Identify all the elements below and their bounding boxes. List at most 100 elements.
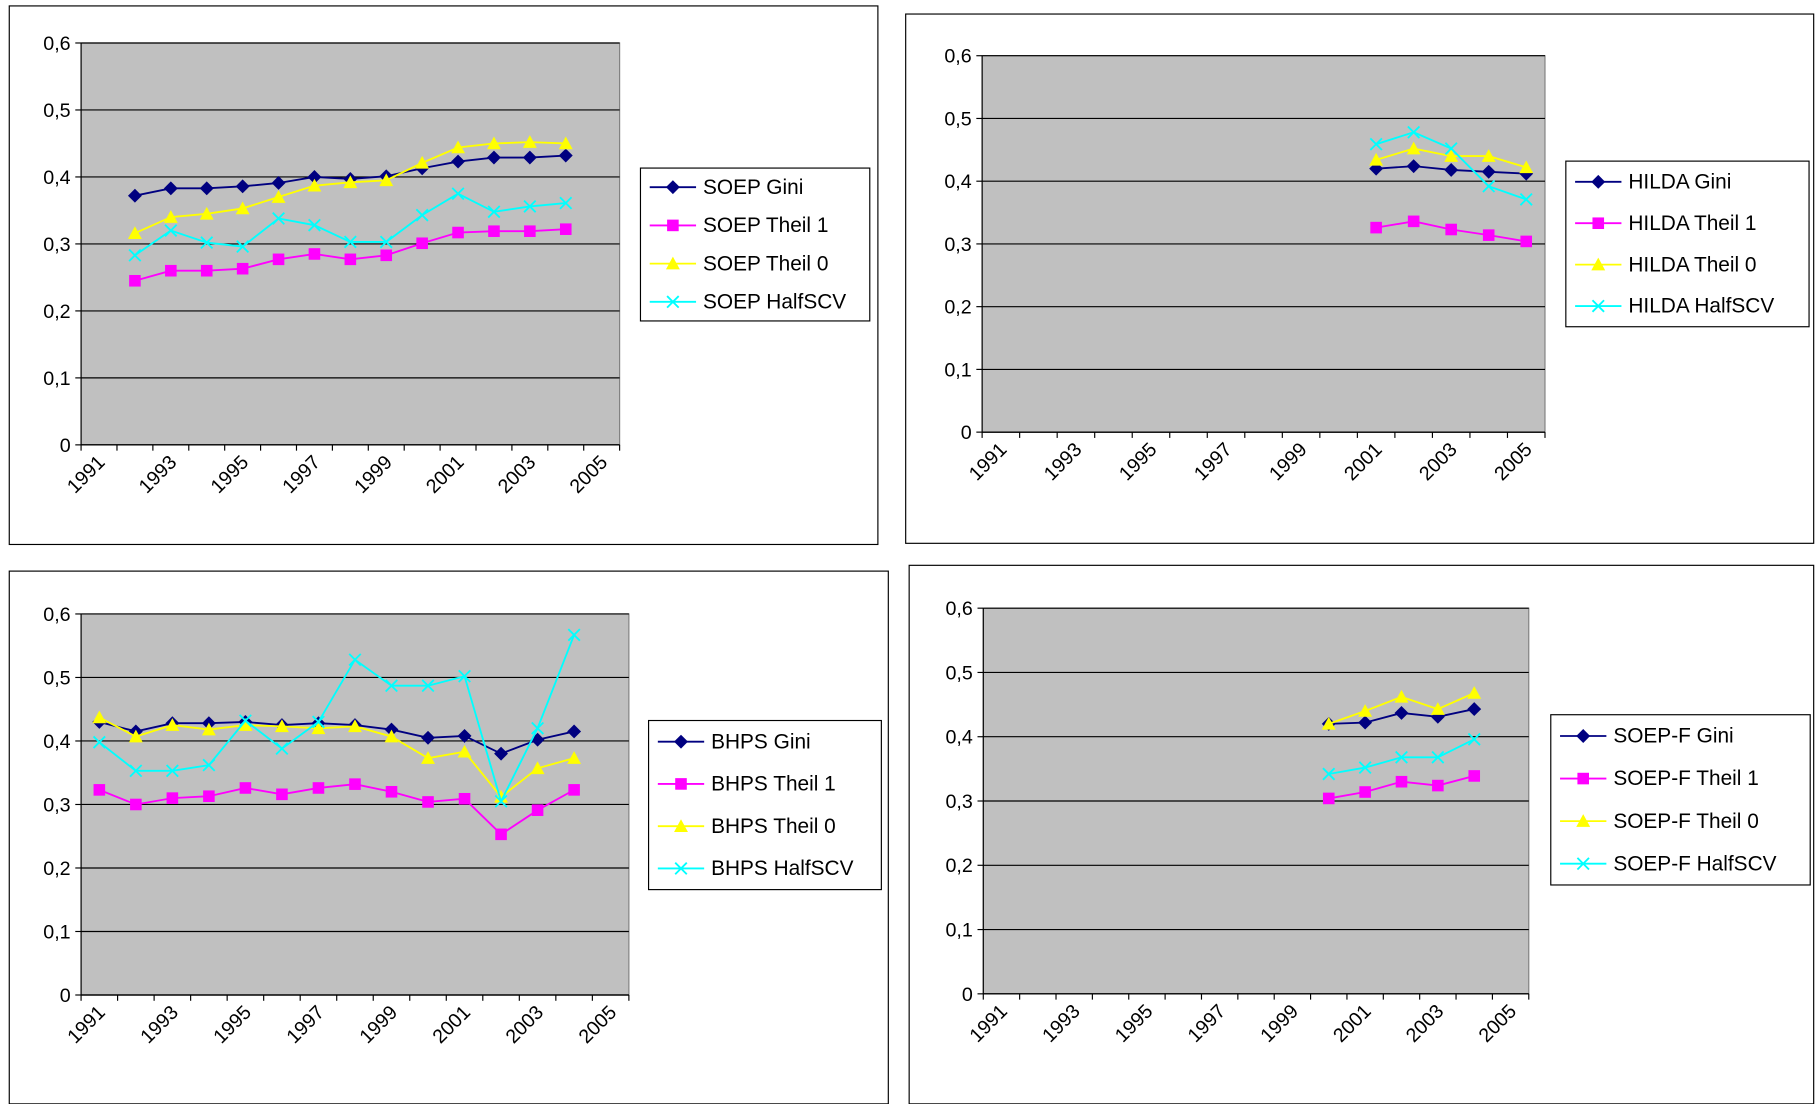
marker (1576, 857, 1590, 871)
marker (494, 789, 509, 803)
y-tick-label: 0,1 (43, 368, 70, 390)
legend-label: SOEP-F Theil 1 (1613, 767, 1758, 790)
marker (1482, 229, 1495, 241)
marker (1481, 149, 1496, 162)
marker (311, 721, 326, 735)
y-tick-label: 0,6 (944, 46, 971, 68)
marker (165, 764, 179, 778)
marker (1445, 223, 1457, 236)
marker (385, 679, 398, 693)
marker (1394, 705, 1409, 720)
legend-label: HILDA Theil 0 (1628, 253, 1756, 276)
legend-label: SOEP-F Gini (1613, 725, 1733, 748)
legend-box (647, 719, 882, 891)
marker (201, 722, 216, 736)
marker (380, 249, 393, 262)
marker (163, 181, 178, 196)
marker (127, 226, 142, 240)
legend-label: HILDA Gini (1628, 170, 1731, 193)
marker (200, 236, 214, 250)
marker (487, 136, 501, 150)
marker (1481, 164, 1496, 179)
marker (665, 256, 680, 270)
marker (567, 628, 581, 642)
marker (1369, 137, 1383, 151)
marker (523, 199, 537, 213)
y-tick-label: 0 (961, 422, 972, 444)
marker (531, 804, 544, 816)
legend-label: BHPS Theil 0 (711, 815, 836, 838)
marker (1358, 704, 1373, 717)
marker (199, 206, 214, 220)
marker (421, 751, 435, 764)
marker (276, 788, 288, 801)
marker (1432, 779, 1444, 792)
marker (92, 735, 106, 749)
marker (1395, 775, 1408, 788)
marker (308, 248, 321, 260)
marker (1406, 159, 1421, 174)
marker (271, 176, 286, 190)
y-tick-label: 0,2 (43, 858, 70, 880)
marker (384, 729, 399, 743)
marker (1431, 750, 1445, 764)
marker (558, 136, 573, 150)
marker (1358, 715, 1373, 730)
marker (675, 778, 687, 790)
y-tick-label: 0,6 (945, 598, 972, 620)
y-tick-label: 0,4 (945, 727, 972, 749)
marker (165, 264, 177, 277)
y-tick-label: 0,5 (43, 667, 70, 689)
marker (1577, 772, 1589, 785)
marker (1322, 792, 1335, 805)
marker (1358, 761, 1372, 775)
marker (1394, 689, 1409, 703)
marker (1520, 235, 1533, 248)
marker (275, 742, 289, 756)
marker (530, 761, 545, 775)
marker (1370, 221, 1382, 234)
marker (203, 790, 215, 803)
y-tick-label: 0,3 (945, 791, 972, 813)
y-tick-label: 0,5 (944, 108, 971, 130)
marker (488, 225, 500, 237)
y-tick-label: 0,4 (43, 167, 70, 189)
marker (531, 721, 545, 735)
marker (1467, 702, 1482, 717)
marker (128, 729, 143, 743)
y-tick-label: 0,6 (43, 33, 70, 55)
series-line (98, 716, 575, 799)
marker (530, 732, 545, 747)
marker (524, 225, 536, 237)
marker (312, 715, 325, 729)
marker (128, 248, 142, 262)
marker (93, 784, 106, 796)
marker (457, 744, 472, 758)
marker (494, 794, 508, 808)
y-tick-label: 0,6 (43, 604, 70, 626)
marker (674, 819, 688, 832)
marker (199, 181, 214, 196)
y-tick-label: 0 (60, 985, 71, 1007)
marker (1592, 217, 1605, 230)
marker (349, 778, 361, 790)
marker (451, 154, 466, 169)
marker (238, 718, 253, 731)
marker (667, 219, 679, 232)
marker (1591, 257, 1606, 271)
marker (165, 718, 180, 731)
marker (202, 758, 216, 772)
y-tick-label: 0,5 (945, 662, 972, 684)
marker (1395, 750, 1408, 764)
marker (379, 235, 393, 249)
y-tick-label: 0,3 (43, 794, 70, 816)
legend-label: HILDA HalfSCV (1628, 295, 1774, 318)
legend-label: SOEP HalfSCV (703, 290, 846, 313)
marker (568, 784, 580, 796)
marker (385, 785, 398, 798)
marker (416, 237, 428, 250)
marker (312, 782, 325, 794)
series-line (98, 783, 575, 836)
